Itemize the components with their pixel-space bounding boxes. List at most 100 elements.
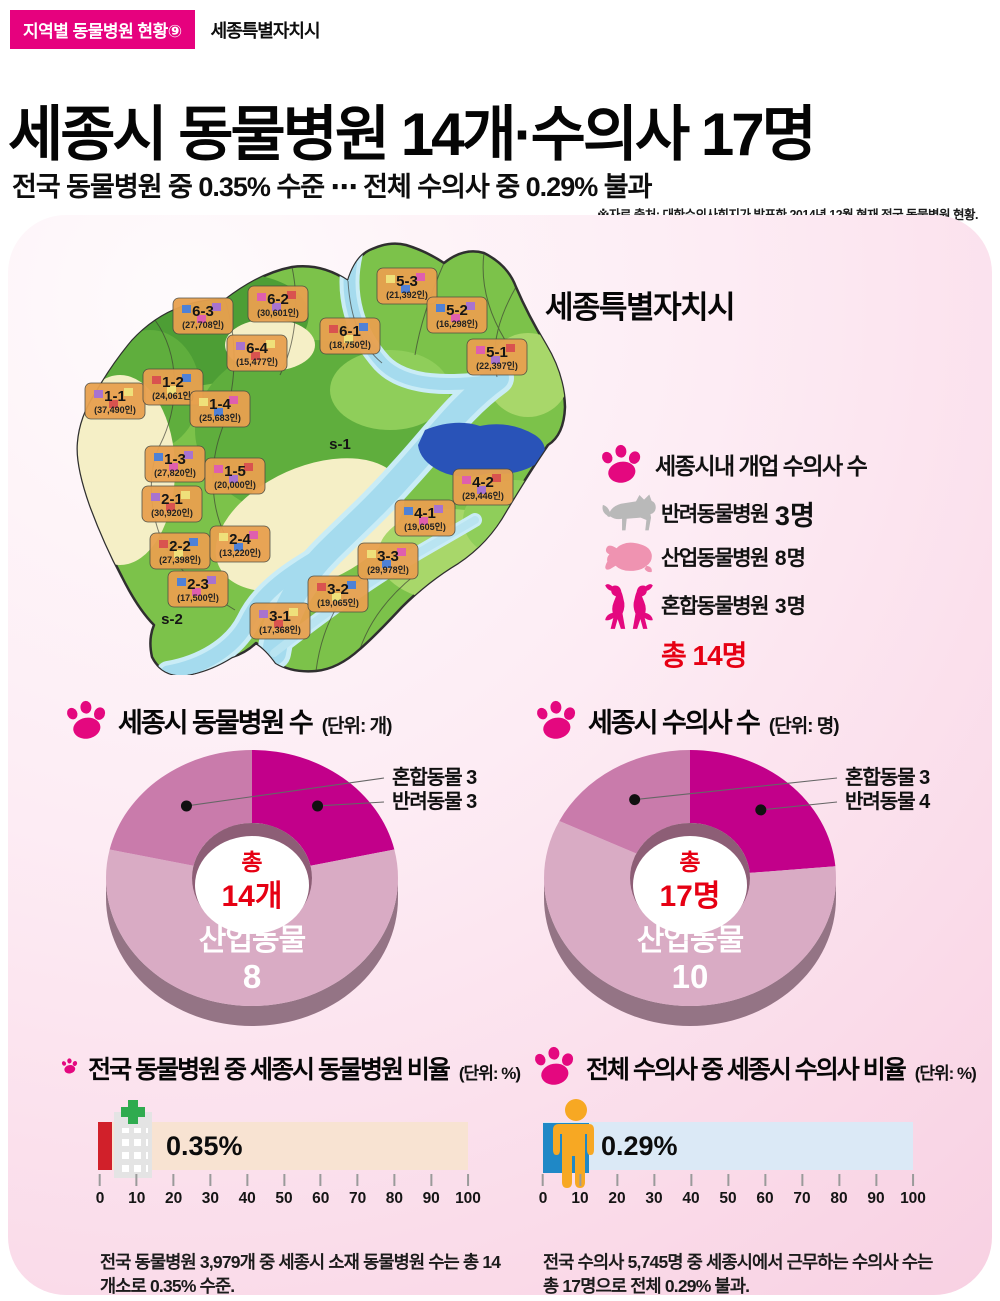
map-district-labels: 6-3(27,708인)6-2(30,601인)6-4(15,477인)6-1(…: [84, 267, 528, 640]
svg-text:3-1: 3-1: [269, 608, 291, 625]
svg-text:2-2: 2-2: [169, 538, 191, 555]
svg-text:반려동물 3: 반려동물 3: [392, 790, 477, 813]
legend-item-mixed: 혼합동물병원 3명: [597, 580, 937, 630]
bar2-title-row: 전체 수의사 중 세종시 수의사 비율 (단위: %): [530, 1046, 990, 1086]
donut1-unit: (단위: 개): [321, 716, 393, 737]
legend-title-row: 세종시내 개업 수의사 수: [597, 444, 937, 484]
bar-chart-hospital-ratio: 전국 동물병원 중 세종시 동물병원 비율 (단위: %) 0.35% 0 10 2…: [60, 1046, 521, 1296]
series-badge: 지역별 동물병원 현황⑨: [10, 10, 195, 49]
donut2-title-row: 세종시 수의사 수 (단위: 명): [532, 700, 840, 740]
hospital-icon: [98, 1100, 158, 1185]
svg-text:3-2: 3-2: [327, 581, 349, 598]
svg-text:2-4: 2-4: [229, 531, 251, 548]
svg-text:(29,978인): (29,978인): [367, 565, 409, 575]
svg-text:5-2: 5-2: [446, 302, 468, 319]
bar1-value: 0.35%: [166, 1131, 243, 1161]
legend-item-label: 산업동물병원: [661, 547, 769, 570]
svg-text:1-1: 1-1: [104, 388, 126, 405]
svg-text:6-1: 6-1: [339, 323, 361, 340]
legend-item-value: 8명: [774, 547, 806, 570]
legend-item-pet: 반려동물병원 3명: [597, 492, 937, 534]
svg-text:혼합동물 3: 혼합동물 3: [392, 766, 477, 789]
donut1-title: 세종시 동물병원 수: [118, 708, 314, 738]
svg-text:5-1: 5-1: [486, 344, 508, 361]
svg-text:(18,750인): (18,750인): [329, 340, 371, 350]
region-label: 세종특별자치시: [210, 20, 321, 41]
bar1-track: 0.35%: [100, 1122, 468, 1170]
header-badge-row: 지역별 동물병원 현황⑨ 세종특별자치시: [10, 10, 321, 49]
legend-title: 세종시내 개업 수의사 수: [655, 453, 868, 479]
donut2-unit: (단위: 명): [768, 716, 840, 737]
bar1-plot: 0.35% 0 10 20 30 40 50 60 70 80 90 100: [60, 1096, 520, 1226]
svg-text:1-3: 1-3: [164, 451, 186, 468]
bar2-plot: 0.29% 0 10 20 30 40 50 60 70 80 90 100: [530, 1096, 990, 1226]
bar1-title-row: 전국 동물병원 중 세종시 동물병원 비율 (단위: %): [60, 1046, 521, 1086]
svg-text:산업동물: 산업동물: [637, 924, 744, 957]
bar2-axis: 0 10 20 30 40 50 60 70 80 90 100: [539, 1174, 926, 1218]
svg-text:s-2: s-2: [161, 611, 183, 628]
bar2-title: 전체 수의사 중 세종시 수의사 비율: [586, 1056, 907, 1084]
bar2-caption: 전국 수의사 5,745명 중 세종시에서 근무하는 수의사 수는 총 17명으…: [543, 1251, 933, 1297]
svg-text:8: 8: [243, 958, 261, 995]
svg-text:14개: 14개: [222, 880, 283, 913]
svg-text:1-5: 1-5: [224, 463, 246, 480]
svg-text:s-1: s-1: [329, 436, 351, 453]
svg-text:5-3: 5-3: [396, 273, 418, 290]
svg-text:(27,820인): (27,820인): [154, 468, 196, 478]
svg-text:(24,061인): (24,061인): [152, 391, 194, 401]
svg-text:4-1: 4-1: [414, 505, 436, 522]
bar1-unit: (단위: %): [458, 1064, 521, 1083]
svg-text:반려동물 4: 반려동물 4: [845, 790, 931, 813]
svg-text:(19,065인): (19,065인): [317, 598, 359, 608]
dogs-icon: [597, 580, 661, 630]
svg-text:6-4: 6-4: [246, 340, 268, 357]
donut2-title: 세종시 수의사 수: [588, 708, 761, 738]
svg-text:6-3: 6-3: [192, 303, 214, 320]
svg-text:1-2: 1-2: [162, 374, 184, 391]
svg-text:(27,708인): (27,708인): [182, 320, 224, 330]
paw-icon: [62, 700, 108, 740]
person-icon: [543, 1098, 613, 1195]
bar1-axis: 0 10 20 30 40 50 60 70 80 90 100: [96, 1174, 481, 1218]
svg-text:2-1: 2-1: [161, 491, 183, 508]
svg-text:6-2: 6-2: [267, 291, 289, 308]
svg-text:(17,500인): (17,500인): [177, 593, 219, 603]
legend-total: 총 14명: [661, 640, 747, 671]
svg-text:(25,683인): (25,683인): [199, 413, 241, 423]
svg-text:4-2: 4-2: [472, 474, 494, 491]
svg-text:3-3: 3-3: [377, 548, 399, 565]
svg-text:10: 10: [672, 958, 709, 995]
paw-icon: [532, 700, 578, 740]
svg-text:(30,920인): (30,920인): [151, 508, 193, 518]
svg-text:(13,220인): (13,220인): [219, 548, 261, 558]
svg-text:(27,398인): (27,398인): [159, 555, 201, 565]
svg-text:(15,477인): (15,477인): [236, 357, 278, 367]
svg-text:(16,298인): (16,298인): [436, 319, 478, 329]
svg-text:2-3: 2-3: [187, 576, 209, 593]
lake: [418, 422, 545, 477]
cat-icon: [597, 492, 661, 534]
map-title: 세종특별자치시: [545, 290, 736, 325]
paw-icon: [597, 444, 643, 484]
legend-item-label: 혼합동물병원: [661, 595, 769, 618]
bar2-track: 0.29%: [543, 1122, 913, 1170]
legend-item-label: 반려동물병원: [661, 503, 769, 526]
svg-text:(29,446인): (29,446인): [462, 491, 504, 501]
page-title: 세종시 동물병원 14개·수의사 17명: [8, 101, 817, 169]
vet-legend: 세종시내 개업 수의사 수 반려동물병원 3명 산업동물병원 8명 혼합동물병원…: [597, 444, 937, 674]
legend-item-industrial: 산업동물병원 8명: [597, 536, 937, 578]
svg-text:(19,605인): (19,605인): [404, 522, 446, 532]
svg-text:총: 총: [679, 849, 700, 875]
bar-chart-vet-ratio: 전체 수의사 중 세종시 수의사 비율 (단위: %) 0.29% 0 10 20 3…: [530, 1046, 990, 1296]
legend-item-value: 3명: [774, 595, 806, 618]
svg-text:1-4: 1-4: [209, 396, 231, 413]
bar1-title: 전국 동물병원 중 세종시 동물병원 비율: [88, 1056, 451, 1084]
svg-text:17명: 17명: [660, 880, 721, 913]
sejong-landuse-map: 6-3(27,708인)6-2(30,601인)6-4(15,477인)6-1(…: [76, 242, 567, 675]
paw-icon: [60, 1046, 78, 1086]
bar2-value: 0.29%: [601, 1131, 678, 1161]
svg-text:(30,601인): (30,601인): [257, 308, 299, 318]
bar2-unit: (단위: %): [914, 1064, 977, 1083]
